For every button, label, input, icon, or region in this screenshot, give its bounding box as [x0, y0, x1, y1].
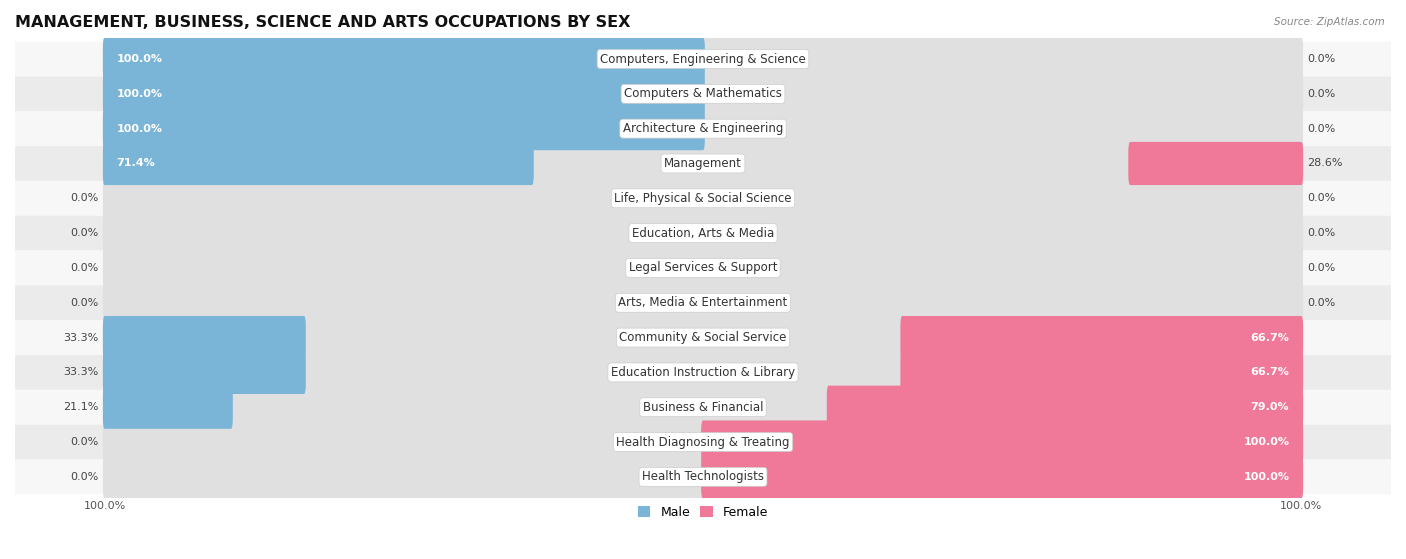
- Text: 79.0%: 79.0%: [1251, 402, 1289, 412]
- FancyBboxPatch shape: [15, 41, 1391, 77]
- Text: 66.7%: 66.7%: [1250, 367, 1289, 377]
- Text: Health Technologists: Health Technologists: [643, 470, 763, 484]
- Text: 100.0%: 100.0%: [117, 54, 163, 64]
- FancyBboxPatch shape: [103, 386, 233, 429]
- FancyBboxPatch shape: [15, 181, 1391, 216]
- FancyBboxPatch shape: [103, 142, 1303, 185]
- Text: 33.3%: 33.3%: [63, 367, 98, 377]
- FancyBboxPatch shape: [15, 146, 1391, 181]
- Text: 0.0%: 0.0%: [1308, 89, 1336, 99]
- Text: Computers & Mathematics: Computers & Mathematics: [624, 87, 782, 100]
- Text: 0.0%: 0.0%: [1308, 193, 1336, 203]
- FancyBboxPatch shape: [103, 455, 1303, 499]
- Text: 100.0%: 100.0%: [117, 89, 163, 99]
- Text: 0.0%: 0.0%: [1308, 124, 1336, 134]
- FancyBboxPatch shape: [103, 37, 1303, 80]
- FancyBboxPatch shape: [15, 285, 1391, 320]
- Text: Management: Management: [664, 157, 742, 170]
- FancyBboxPatch shape: [103, 247, 1303, 290]
- FancyBboxPatch shape: [103, 107, 1303, 150]
- Text: Health Diagnosing & Treating: Health Diagnosing & Treating: [616, 435, 790, 448]
- Text: 28.6%: 28.6%: [1308, 158, 1343, 168]
- FancyBboxPatch shape: [103, 281, 1303, 324]
- Text: Community & Social Service: Community & Social Service: [619, 331, 787, 344]
- FancyBboxPatch shape: [103, 420, 1303, 463]
- FancyBboxPatch shape: [827, 386, 1303, 429]
- FancyBboxPatch shape: [103, 351, 1303, 394]
- Text: MANAGEMENT, BUSINESS, SCIENCE AND ARTS OCCUPATIONS BY SEX: MANAGEMENT, BUSINESS, SCIENCE AND ARTS O…: [15, 15, 630, 30]
- FancyBboxPatch shape: [15, 459, 1391, 494]
- FancyBboxPatch shape: [900, 316, 1303, 359]
- FancyBboxPatch shape: [15, 250, 1391, 285]
- FancyBboxPatch shape: [103, 72, 1303, 115]
- FancyBboxPatch shape: [900, 351, 1303, 394]
- Text: Business & Financial: Business & Financial: [643, 401, 763, 414]
- Text: 0.0%: 0.0%: [1308, 263, 1336, 273]
- Text: 0.0%: 0.0%: [1308, 298, 1336, 308]
- Text: Education Instruction & Library: Education Instruction & Library: [612, 366, 794, 379]
- Text: 66.7%: 66.7%: [1250, 333, 1289, 343]
- FancyBboxPatch shape: [15, 355, 1391, 390]
- Text: 100.0%: 100.0%: [117, 124, 163, 134]
- FancyBboxPatch shape: [15, 425, 1391, 459]
- FancyBboxPatch shape: [103, 316, 307, 359]
- FancyBboxPatch shape: [702, 420, 1303, 463]
- FancyBboxPatch shape: [103, 211, 1303, 255]
- Text: 100.0%: 100.0%: [1243, 437, 1289, 447]
- Text: 0.0%: 0.0%: [70, 228, 98, 238]
- Text: 71.4%: 71.4%: [117, 158, 156, 168]
- FancyBboxPatch shape: [15, 216, 1391, 250]
- FancyBboxPatch shape: [1128, 142, 1303, 185]
- Text: Education, Arts & Media: Education, Arts & Media: [631, 226, 775, 240]
- Text: 0.0%: 0.0%: [70, 193, 98, 203]
- FancyBboxPatch shape: [103, 351, 307, 394]
- FancyBboxPatch shape: [15, 77, 1391, 111]
- Text: Arts, Media & Entertainment: Arts, Media & Entertainment: [619, 296, 787, 309]
- Text: Legal Services & Support: Legal Services & Support: [628, 262, 778, 274]
- FancyBboxPatch shape: [103, 177, 1303, 220]
- FancyBboxPatch shape: [103, 72, 704, 115]
- Text: 100.0%: 100.0%: [1243, 472, 1289, 482]
- FancyBboxPatch shape: [103, 386, 1303, 429]
- Text: 21.1%: 21.1%: [63, 402, 98, 412]
- Text: 33.3%: 33.3%: [63, 333, 98, 343]
- Text: Source: ZipAtlas.com: Source: ZipAtlas.com: [1274, 17, 1385, 27]
- Legend: Male, Female: Male, Female: [633, 501, 773, 524]
- FancyBboxPatch shape: [103, 107, 704, 150]
- Text: Life, Physical & Social Science: Life, Physical & Social Science: [614, 192, 792, 205]
- FancyBboxPatch shape: [103, 37, 704, 80]
- Text: 0.0%: 0.0%: [70, 298, 98, 308]
- FancyBboxPatch shape: [15, 111, 1391, 146]
- Text: Architecture & Engineering: Architecture & Engineering: [623, 122, 783, 135]
- FancyBboxPatch shape: [103, 142, 534, 185]
- Text: 0.0%: 0.0%: [70, 263, 98, 273]
- FancyBboxPatch shape: [702, 455, 1303, 499]
- FancyBboxPatch shape: [103, 316, 1303, 359]
- Text: 0.0%: 0.0%: [70, 437, 98, 447]
- Text: 0.0%: 0.0%: [1308, 54, 1336, 64]
- Text: 0.0%: 0.0%: [1308, 228, 1336, 238]
- FancyBboxPatch shape: [15, 390, 1391, 425]
- Text: 0.0%: 0.0%: [70, 472, 98, 482]
- Text: Computers, Engineering & Science: Computers, Engineering & Science: [600, 53, 806, 65]
- FancyBboxPatch shape: [15, 320, 1391, 355]
